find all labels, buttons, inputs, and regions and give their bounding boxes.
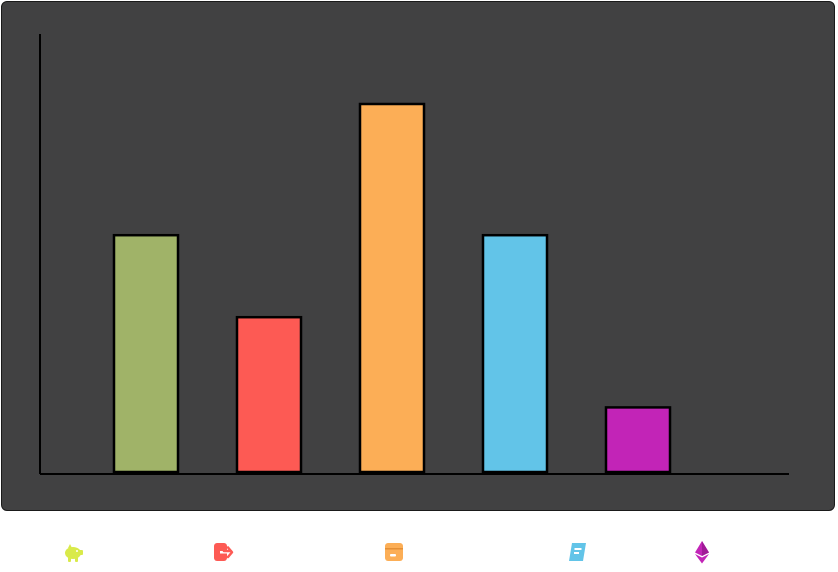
sign-out-icon — [212, 540, 236, 564]
bar-box — [358, 102, 426, 474]
ethereum-icon — [690, 540, 714, 564]
bar-ethereum — [604, 406, 672, 474]
box-icon — [382, 540, 406, 564]
legend — [0, 540, 838, 572]
scroll-icon — [566, 540, 590, 564]
bar-sign-out — [235, 315, 303, 474]
bar-chart — [39, 34, 789, 475]
piggy-bank-icon — [62, 540, 86, 564]
bars-layer — [112, 102, 672, 474]
bar-piggy-bank — [112, 233, 180, 474]
bar-scroll — [481, 233, 549, 474]
